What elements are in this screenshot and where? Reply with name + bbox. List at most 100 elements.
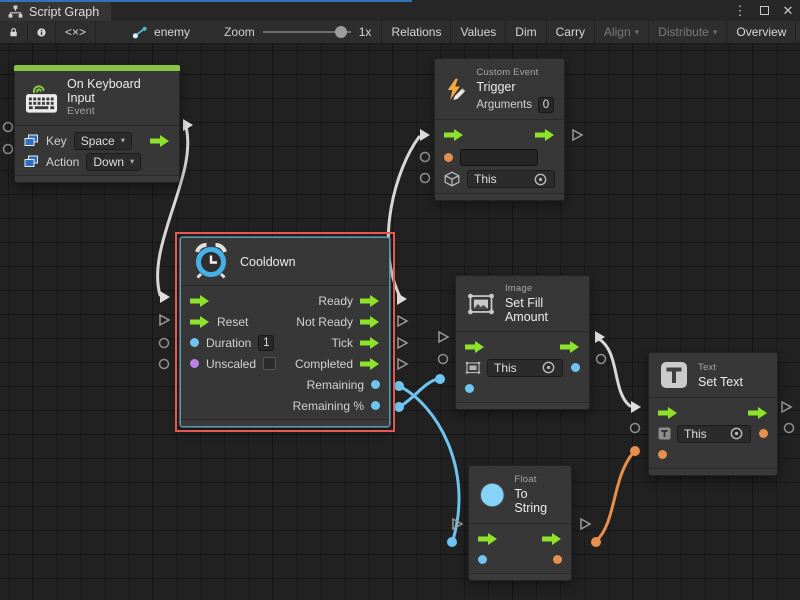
flow-in-icon[interactable] <box>478 532 498 545</box>
dim-button[interactable]: Dim <box>506 21 547 43</box>
float-port-icon <box>190 338 199 347</box>
arguments-field[interactable]: 0 <box>538 97 554 113</box>
flow-out-icon[interactable] <box>542 532 562 545</box>
flow-out-icon[interactable] <box>360 336 380 349</box>
flow-out-icon[interactable] <box>360 315 380 328</box>
alarm-clock-icon <box>195 243 227 279</box>
node-title: Trigger <box>476 80 516 94</box>
window-maximize-button[interactable] <box>752 0 776 21</box>
chevron-down-icon: ▾ <box>120 135 125 145</box>
action-dropdown[interactable]: Down ▾ <box>86 152 142 171</box>
node-title: On Keyboard Input <box>67 77 141 105</box>
event-accent-bar <box>14 65 180 71</box>
code-preview-button[interactable]: <×> <box>56 21 97 43</box>
flow-out-icon[interactable] <box>360 294 380 307</box>
values-button[interactable]: Values <box>451 21 507 43</box>
tab-script-graph[interactable]: Script Graph <box>0 2 112 21</box>
text-icon <box>661 362 687 388</box>
node-on-keyboard-input[interactable]: On Keyboard Input Event Key Space ▾ <box>14 65 180 183</box>
string-port-icon <box>444 152 453 162</box>
float-icon <box>479 482 505 507</box>
focus-indicator <box>0 0 412 2</box>
target-picker-icon[interactable] <box>729 426 744 441</box>
flow-out-icon[interactable] <box>748 406 768 419</box>
float-port-icon[interactable] <box>465 384 474 393</box>
window-menu-button[interactable]: ⋮ <box>728 0 752 21</box>
node-cooldown[interactable]: Cooldown Ready Reset Not Ready Duration 1… <box>175 232 395 432</box>
chevron-down-icon: ▾ <box>634 26 640 37</box>
flow-in-icon[interactable] <box>444 129 464 141</box>
overview-button[interactable]: Overview <box>727 21 797 43</box>
node-title: Set Text <box>698 374 743 389</box>
code-preview-label: <×> <box>65 25 87 39</box>
unscaled-label: Unscaled <box>206 356 257 371</box>
node-footer <box>435 193 564 200</box>
node-subtitle: Event <box>67 105 95 117</box>
arguments-label: Arguments <box>476 99 532 111</box>
node-footer <box>15 175 179 182</box>
zoom-slider-track <box>262 31 351 33</box>
custom-event-icon <box>447 78 466 101</box>
image-mini-icon <box>465 361 481 374</box>
graph-icon <box>8 5 23 18</box>
distribute-button: Distribute ▾ <box>649 21 728 43</box>
node-category: Float <box>514 474 537 485</box>
graph-object-name: enemy <box>154 25 191 39</box>
node-footer <box>456 402 589 409</box>
node-footer <box>469 573 571 580</box>
node-to-string[interactable]: Float To String <box>468 465 572 581</box>
float-port-icon[interactable] <box>478 555 487 564</box>
reset-label: Reset <box>217 314 249 329</box>
unscaled-checkbox[interactable] <box>263 357 277 370</box>
info-button[interactable] <box>28 21 56 43</box>
float-port-icon[interactable] <box>371 401 380 410</box>
bool-port-icon <box>190 359 199 368</box>
tab-title: Script Graph <box>29 4 100 19</box>
float-port-icon[interactable] <box>571 363 580 372</box>
close-icon: ✕ <box>782 2 794 18</box>
enum-icon <box>24 134 38 146</box>
flow-in-icon[interactable] <box>465 340 485 353</box>
node-title: To String <box>514 487 548 515</box>
target-dropdown[interactable]: This <box>467 170 555 188</box>
key-dropdown[interactable]: Space ▾ <box>73 131 132 150</box>
target-dropdown[interactable]: This <box>677 424 751 443</box>
tab-strip: Script Graph ⋮ ✕ <box>0 0 800 21</box>
carry-button[interactable]: Carry <box>547 21 595 43</box>
graph-object-icon <box>132 26 147 38</box>
window-close-button[interactable]: ✕ <box>776 0 800 21</box>
float-port-icon[interactable] <box>371 380 380 389</box>
node-custom-event[interactable]: Custom Event Trigger Arguments 0 <box>434 58 565 201</box>
node-title: Cooldown <box>240 254 296 269</box>
fullscreen-button[interactable]: Full Screen <box>796 21 800 43</box>
flow-out-icon[interactable] <box>360 357 380 370</box>
zoom-value: 1x <box>358 25 372 39</box>
node-set-text[interactable]: Text Set Text This <box>648 352 778 476</box>
zoom-slider-handle[interactable] <box>334 26 347 38</box>
target-picker-icon[interactable] <box>541 360 556 375</box>
node-title: Set Fill Amount <box>504 296 549 324</box>
node-set-fill-amount[interactable]: Image Set Fill Amount This <box>455 275 590 410</box>
zoom-slider[interactable] <box>262 26 351 38</box>
flow-out-icon[interactable] <box>535 129 555 141</box>
relations-button[interactable]: Relations <box>382 21 452 43</box>
flow-out-icon[interactable] <box>150 134 170 147</box>
duration-field[interactable]: 1 <box>258 334 275 351</box>
flow-in-icon[interactable] <box>190 294 210 307</box>
node-footer <box>181 419 389 426</box>
duration-label: Duration <box>206 335 252 350</box>
string-port-icon[interactable] <box>759 429 768 438</box>
string-port-icon[interactable] <box>553 555 562 564</box>
lock-button[interactable] <box>0 21 28 43</box>
target-picker-icon[interactable] <box>533 172 548 187</box>
lock-icon <box>10 28 17 37</box>
flow-in-icon[interactable] <box>658 406 678 419</box>
target-dropdown[interactable]: This <box>487 358 563 377</box>
info-icon <box>37 27 46 37</box>
string-port-icon[interactable] <box>658 450 667 459</box>
zoom-label: Zoom <box>224 25 255 39</box>
flow-in-icon[interactable] <box>190 315 210 328</box>
event-name-field[interactable] <box>460 148 538 166</box>
flow-out-icon[interactable] <box>560 340 580 353</box>
